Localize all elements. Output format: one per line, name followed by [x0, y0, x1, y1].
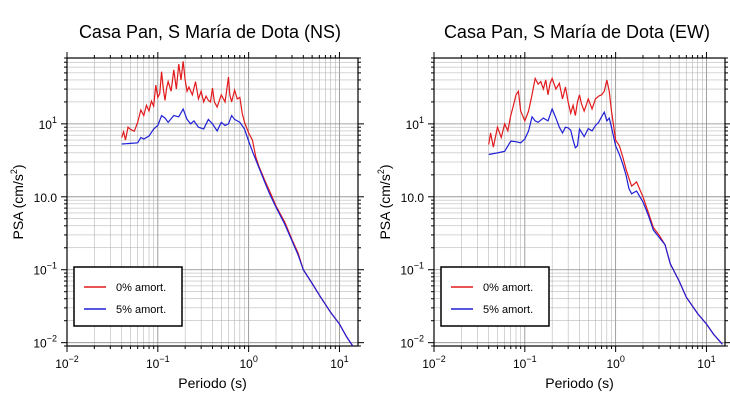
series-line-damped — [488, 107, 723, 345]
x-tick-label: 10−1 — [513, 354, 537, 371]
y-tick-label: 10−2 — [33, 334, 57, 351]
series-group — [488, 76, 723, 345]
y-tick-label: 10−1 — [33, 261, 57, 278]
series-line-damped — [121, 107, 354, 346]
y-tick-label: 10.0 — [34, 191, 58, 205]
y-tick-label: 10−1 — [400, 261, 424, 278]
x-axis-label: Periodo (s) — [178, 375, 246, 391]
chart-panel-2: 10−2 10−1 100 101 10−2 10−1 10.0 101 Casa Pan, S… — [376, 22, 730, 391]
legend-label: 5% amort. — [483, 304, 533, 316]
chart-title: Casa Pan, S María de Dota (EW) — [444, 22, 710, 42]
x-tick-label: 100 — [606, 354, 624, 371]
legend-box — [73, 266, 183, 327]
legend: 0% amort. 5% amort. — [440, 266, 550, 327]
y-tick-label: 101 — [39, 115, 57, 132]
x-tick-label: 10−2 — [422, 354, 446, 371]
x-tick-label: 101 — [697, 354, 715, 371]
series-group — [121, 61, 354, 346]
legend-label: 0% amort. — [116, 282, 166, 294]
chart-title: Casa Pan, S María de Dota (NS) — [79, 22, 341, 42]
y-tick-label: 101 — [406, 115, 424, 132]
series-line-undamped — [488, 76, 723, 345]
tick-marks — [61, 52, 364, 352]
y-axis-label: PSA (cm/s2) — [376, 164, 393, 239]
legend-box — [440, 266, 550, 327]
legend-label: 5% amort. — [116, 304, 166, 316]
x-tick-label: 10−1 — [146, 354, 170, 371]
plot-frame — [433, 57, 726, 347]
x-tick-label: 101 — [330, 354, 348, 371]
y-tick-label: 10.0 — [401, 191, 425, 205]
y-axis-label: PSA (cm/s2) — [9, 164, 26, 239]
series-line-undamped — [121, 61, 354, 346]
chart-panel-1: 10−2 10−1 100 101 10−2 10−1 10.0 101 Casa Pan, S… — [9, 22, 364, 391]
x-axis-label: Periodo (s) — [545, 375, 613, 391]
gridlines — [66, 57, 358, 347]
plot-frame — [66, 57, 359, 347]
legend: 0% amort. 5% amort. — [73, 266, 183, 327]
x-tick-label: 100 — [239, 354, 257, 371]
x-tick-label: 10−2 — [55, 354, 79, 371]
y-tick-label: 10−2 — [400, 334, 424, 351]
legend-label: 0% amort. — [483, 282, 533, 294]
